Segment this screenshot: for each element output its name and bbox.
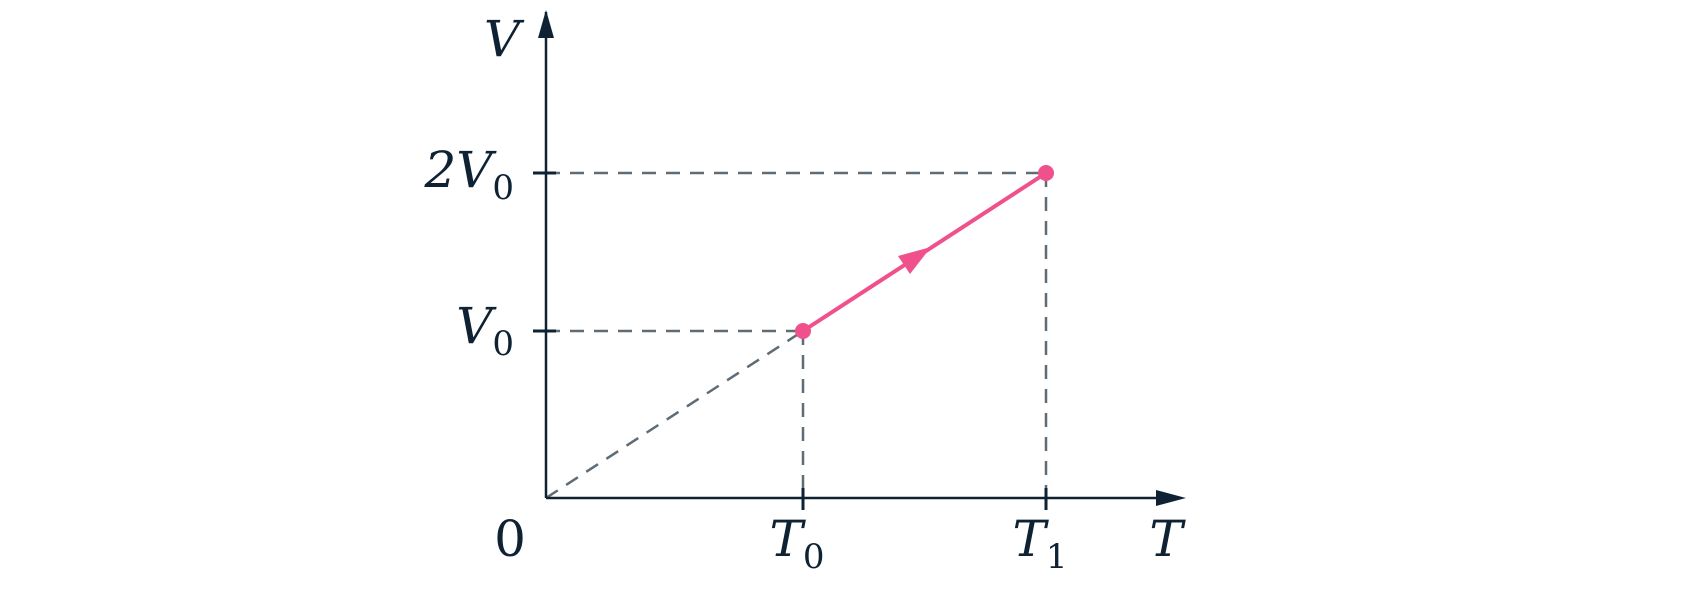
origin-label: 0 (494, 510, 526, 568)
x-tick-label: T1 (1013, 510, 1068, 577)
label-sub: 0 (492, 324, 514, 364)
label-main: V (456, 297, 497, 355)
x-tick-label: T0 (770, 510, 825, 577)
ticks (533, 171, 1048, 510)
x-axis-arrow (1156, 490, 1186, 506)
label-sub: 1 (1046, 537, 1068, 577)
direction-arrow (898, 247, 931, 274)
y-axis-label: V (484, 10, 525, 68)
y-tick-label: 2V0 (423, 141, 514, 208)
guides (545, 171, 1048, 500)
label-main: 2V (423, 141, 497, 199)
x-axis-label: T (1149, 510, 1186, 568)
extrapolation-line (545, 329, 804, 500)
state-point (1038, 165, 1054, 181)
state-point (795, 323, 811, 339)
label-main: T (1013, 510, 1050, 568)
label-sub: 0 (803, 537, 825, 577)
y-tick-label: V0 (456, 297, 514, 364)
label-sub: 0 (492, 168, 514, 208)
label-main: T (770, 510, 807, 568)
y-axis-arrow (538, 10, 554, 38)
